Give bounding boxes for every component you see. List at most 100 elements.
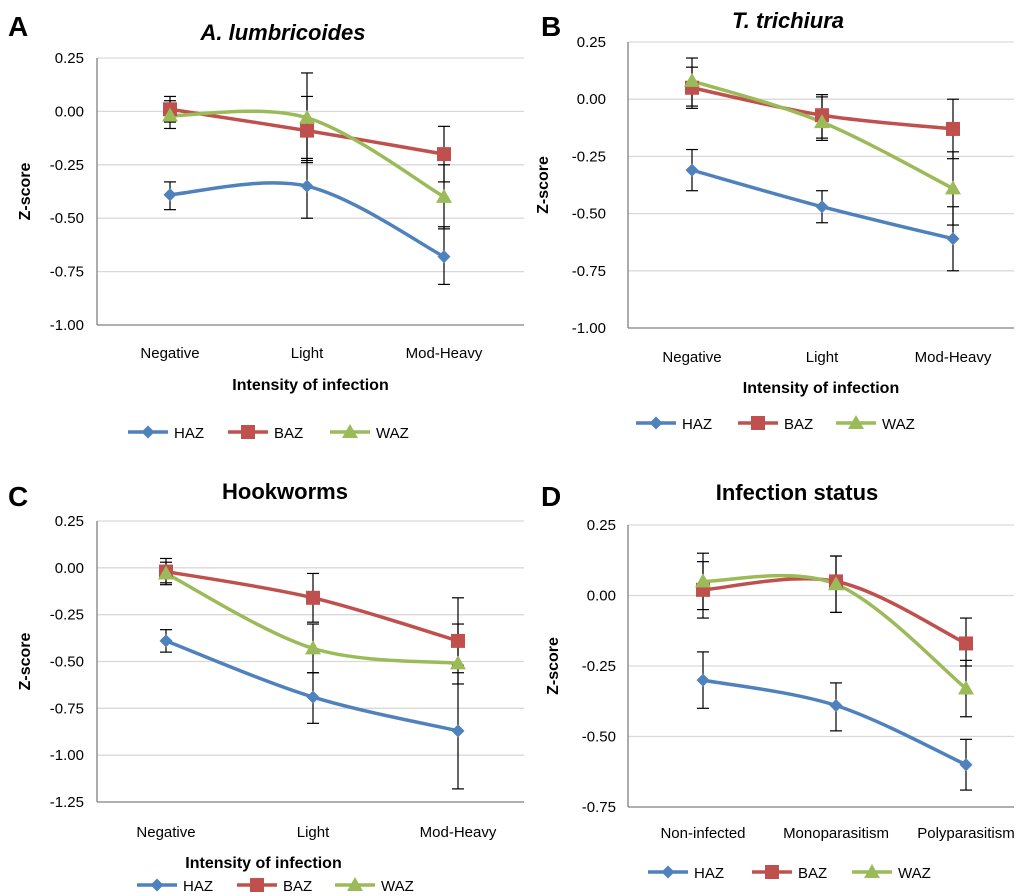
x-tick-label: Non-infected <box>660 825 745 842</box>
x-axis-label: Intensity of infection <box>743 380 899 397</box>
legend-marker-waz <box>864 864 880 878</box>
x-tick-label: Monoparasitism <box>783 825 889 842</box>
panel-letter: C <box>8 481 28 512</box>
data-point-haz <box>946 232 960 246</box>
series-line-haz <box>701 678 968 767</box>
data-point-haz <box>815 200 829 214</box>
y-tick-label: -0.25 <box>50 607 84 624</box>
y-tick-label: -0.50 <box>572 206 606 223</box>
legend-marker-haz <box>649 416 663 430</box>
y-tick-label: -1.00 <box>50 317 84 334</box>
y-axis-label: Z-score <box>17 163 34 221</box>
y-tick-label: -0.50 <box>50 210 84 227</box>
data-point-waz <box>305 640 321 655</box>
panel-letter: A <box>8 11 28 42</box>
y-tick-label: 0.00 <box>55 103 84 120</box>
legend-label: BAZ <box>798 865 827 882</box>
legend-label: WAZ <box>882 416 915 433</box>
data-point-waz <box>158 565 174 580</box>
legend-marker-baz <box>751 416 765 430</box>
data-point-baz <box>946 121 960 136</box>
legend-label: HAZ <box>682 416 712 433</box>
data-point-haz <box>163 188 177 202</box>
data-point-waz <box>695 573 711 588</box>
y-tick-label: -0.50 <box>50 654 84 671</box>
y-tick-label: 0.00 <box>587 588 616 605</box>
x-axis-label: Intensity of infection <box>232 377 388 394</box>
data-point-haz <box>696 673 710 687</box>
legend-label: HAZ <box>183 878 213 895</box>
series-line-baz <box>164 569 460 643</box>
x-tick-label: Negative <box>662 349 721 366</box>
legend-marker-haz <box>141 425 155 439</box>
y-tick-label: -0.75 <box>582 799 616 816</box>
x-tick-label: Polyparasitism <box>917 825 1015 842</box>
legend-label: WAZ <box>898 865 931 882</box>
y-tick-label: -0.25 <box>582 658 616 675</box>
legend-marker-haz <box>150 878 164 892</box>
y-tick-label: 0.00 <box>55 560 84 577</box>
data-point-baz <box>959 636 973 651</box>
y-tick-label: -0.25 <box>572 148 606 165</box>
y-tick-label: 0.00 <box>577 91 606 108</box>
legend-marker-waz <box>342 424 358 438</box>
y-tick-label: -0.75 <box>50 264 84 281</box>
data-point-haz <box>685 163 699 177</box>
data-point-waz <box>450 655 466 670</box>
panel-title: T. trichiura <box>732 8 844 33</box>
x-tick-label: Light <box>297 824 330 841</box>
x-tick-label: Mod-Heavy <box>915 349 992 366</box>
y-tick-label: 0.25 <box>55 513 84 530</box>
legend-label: BAZ <box>784 416 813 433</box>
y-tick-label: -1.00 <box>572 320 606 337</box>
legend-marker-waz <box>347 877 363 891</box>
series-line-waz <box>701 573 968 691</box>
legend-marker-baz <box>250 878 264 892</box>
y-tick-label: -1.25 <box>50 794 84 811</box>
data-point-baz <box>306 590 320 605</box>
data-point-haz <box>159 634 173 648</box>
legend-marker-baz <box>765 865 779 879</box>
legend-marker-baz <box>241 425 255 439</box>
legend-label: WAZ <box>376 425 409 442</box>
data-point-haz <box>306 690 320 704</box>
data-point-haz <box>959 758 973 772</box>
y-tick-label: -0.75 <box>572 263 606 280</box>
data-point-waz <box>436 188 452 203</box>
y-tick-label: 0.25 <box>55 50 84 67</box>
data-point-baz <box>437 147 451 162</box>
data-point-baz <box>451 633 465 648</box>
panel-title: Hookworms <box>222 479 348 504</box>
panel-b: B T. trichiura 0.25 0.00 -0.25 -0.50 -0.75 -1.0… <box>535 8 1014 433</box>
data-point-waz <box>958 680 974 695</box>
panel-letter: D <box>541 481 561 512</box>
data-point-waz <box>299 109 315 124</box>
x-tick-label: Negative <box>140 345 199 362</box>
panel-d: D Infection status 0.25 0.00 -0.25 -0.50 -0.75… <box>541 480 1015 882</box>
data-point-waz <box>814 114 830 129</box>
data-point-haz <box>300 179 314 193</box>
panel-title: A. lumbricoides <box>199 20 365 45</box>
x-tick-label: Mod-Heavy <box>406 345 483 362</box>
data-point-waz <box>945 180 961 195</box>
y-axis-label: Z-score <box>17 633 34 691</box>
x-tick-label: Negative <box>136 824 195 841</box>
x-tick-label: Light <box>291 345 324 362</box>
x-axis-label: Intensity of infection <box>185 855 341 872</box>
y-tick-label: -0.25 <box>50 157 84 174</box>
data-point-haz <box>437 250 451 264</box>
y-tick-label: -0.75 <box>50 700 84 717</box>
legend-label: BAZ <box>274 425 303 442</box>
y-axis-label: Z-score <box>545 637 562 695</box>
data-point-haz <box>451 724 465 738</box>
panel-letter: B <box>541 11 561 42</box>
y-tick-label: -1.00 <box>50 747 84 764</box>
legend-label: HAZ <box>694 865 724 882</box>
panel-a: A A. lumbricoides 0.25 0.00 -0.25 -0.50 -0.75 -… <box>8 11 524 442</box>
legend-label: WAZ <box>381 878 414 895</box>
y-axis-label: Z-score <box>535 156 552 214</box>
data-point-haz <box>829 698 843 712</box>
y-tick-label: -0.50 <box>582 729 616 746</box>
y-tick-label: 0.25 <box>587 517 616 534</box>
